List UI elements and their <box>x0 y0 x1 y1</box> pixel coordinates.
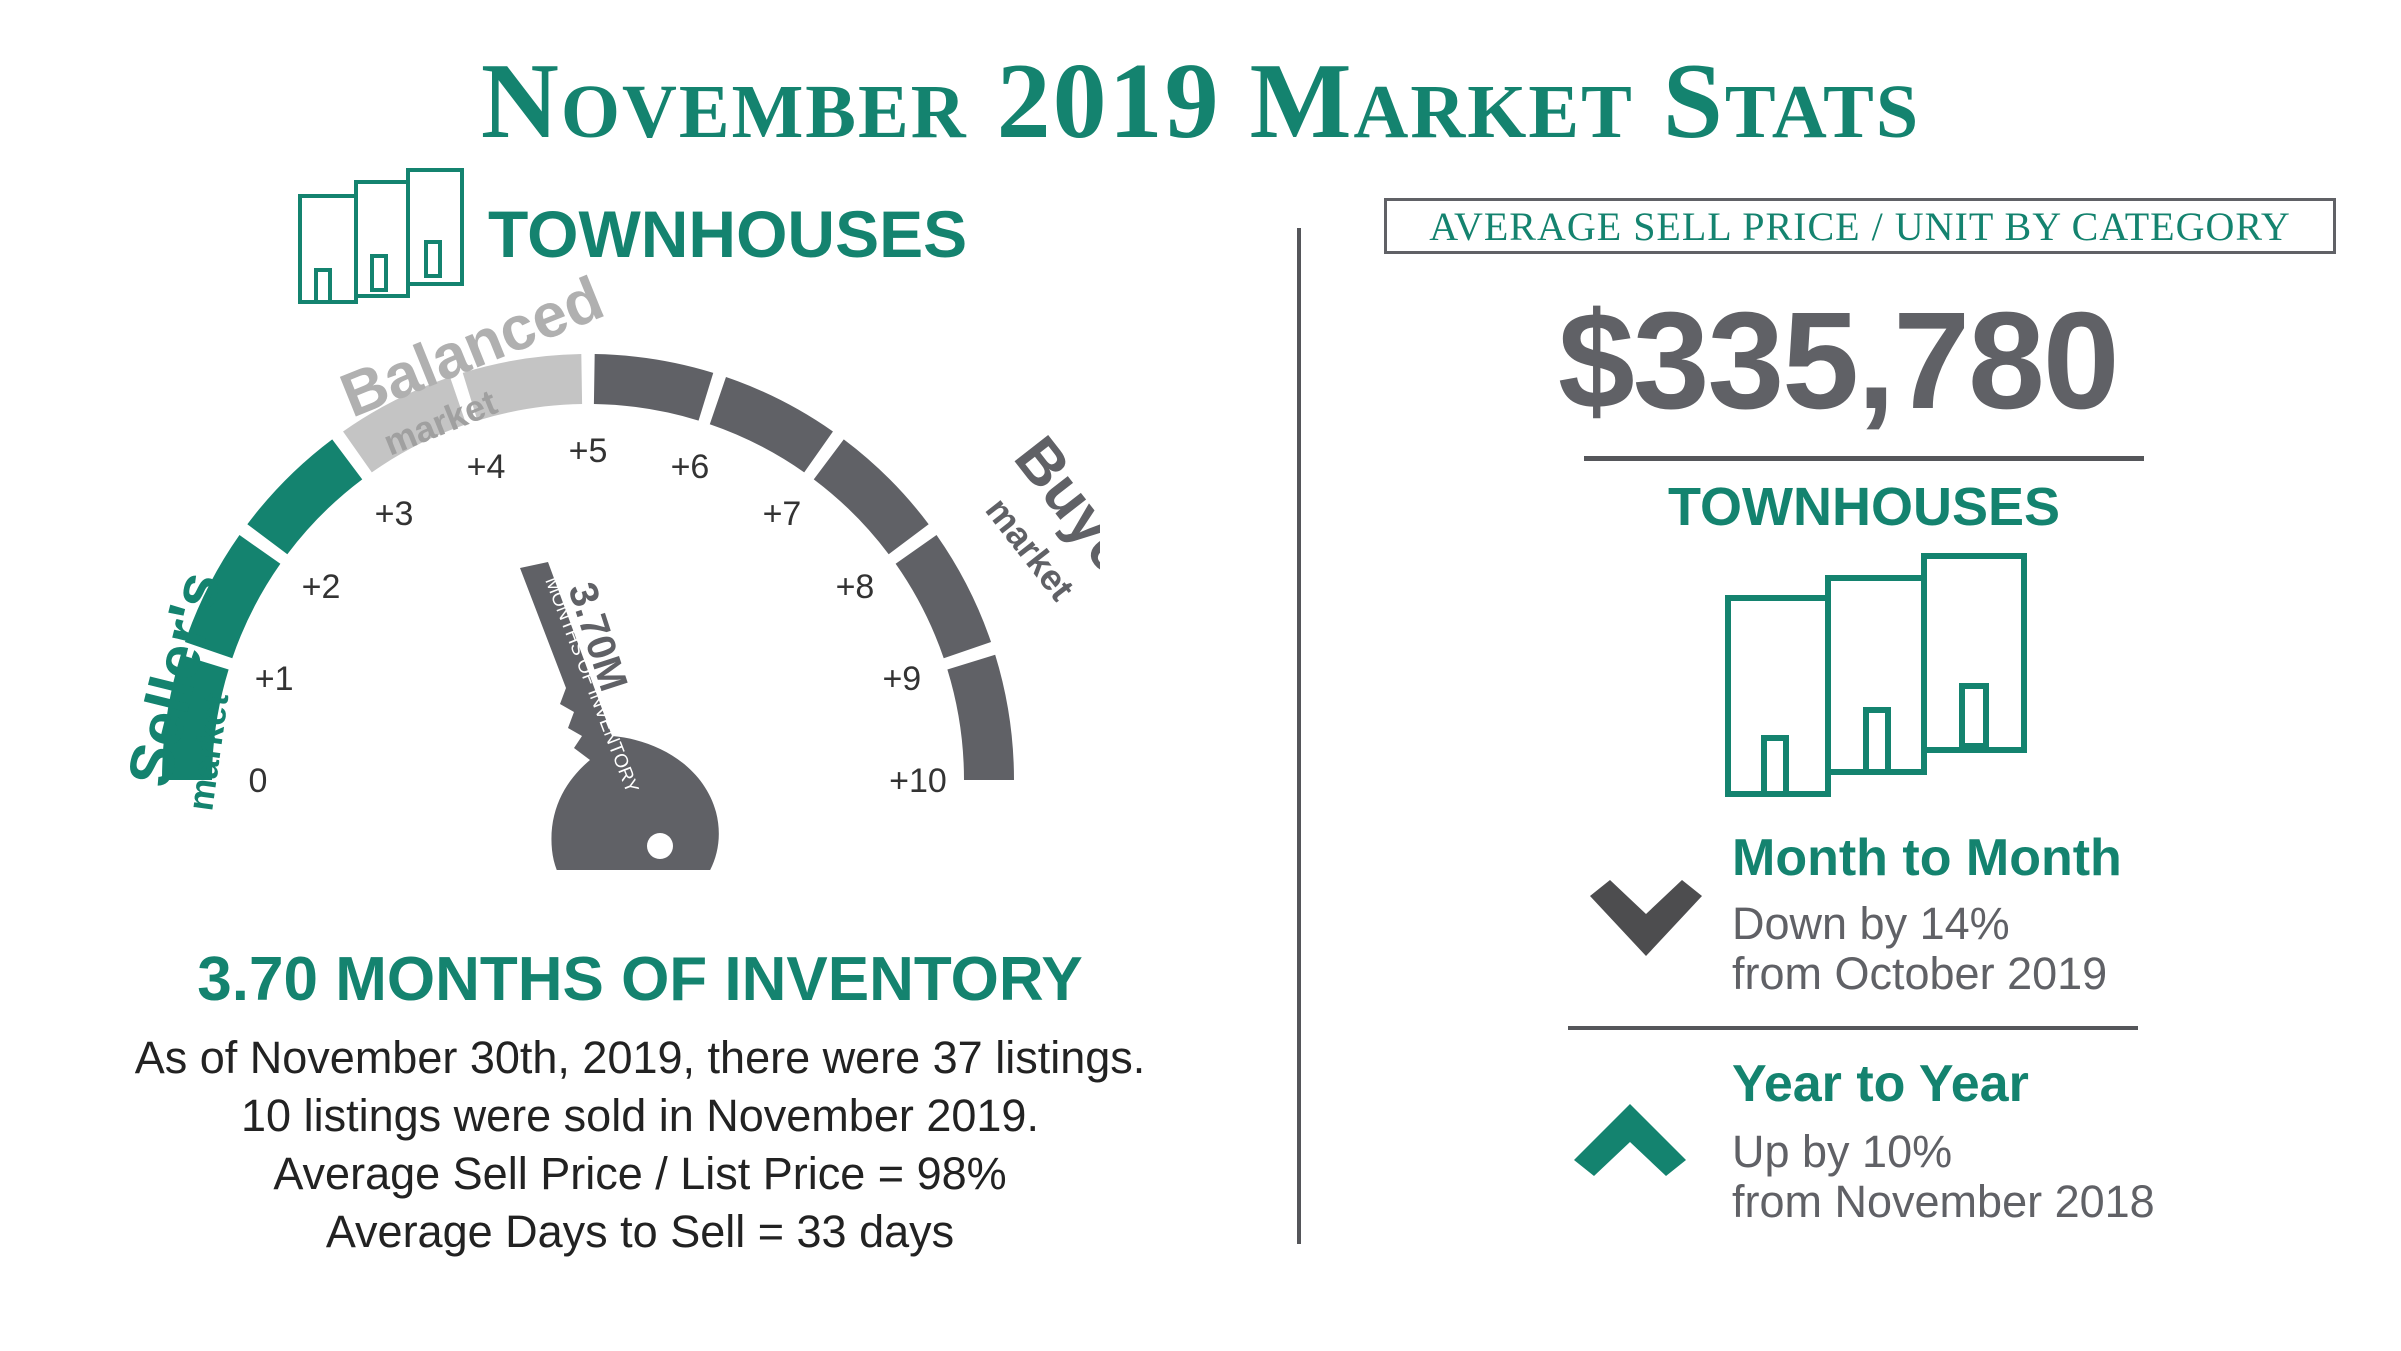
page-title: November 2019 Market Stats <box>480 42 1921 161</box>
gauge-tick-label: +3 <box>375 495 414 533</box>
gauge-segment <box>162 654 229 780</box>
column-divider <box>1297 228 1301 1244</box>
gauge-tick-label: 0 <box>249 762 268 800</box>
gauge-tick-label: +1 <box>255 660 294 698</box>
key-pointer-icon: 3.70M MONTHS OF INVENTORY <box>520 562 719 870</box>
gauge-segment <box>947 654 1014 780</box>
inventory-heading: 3.70 MONTHS OF INVENTORY <box>197 945 1083 1014</box>
year-to-year-change: Up by 10% <box>1732 1126 1953 1177</box>
inventory-line-sold: 10 listings were sold in November 2019. <box>241 1090 1039 1141</box>
gauge-tick-label: +2 <box>302 568 341 606</box>
year-to-year-period: from November 2018 <box>1732 1176 2155 1227</box>
inventory-line-days-to-sell: Average Days to Sell = 33 days <box>325 1206 955 1257</box>
inventory-line-sell-list-ratio: Average Sell Price / List Price = 98% <box>273 1148 1007 1199</box>
month-to-month-change: Down by 14% <box>1732 898 2010 949</box>
gauge-segment <box>813 439 929 555</box>
gauge-segment <box>343 376 467 473</box>
townhouse-icon <box>298 168 464 304</box>
chevron-down-icon <box>1590 880 1702 956</box>
gauge-tick-label: +5 <box>569 432 608 470</box>
gauge-segment <box>895 535 992 659</box>
month-to-month-title: Month to Month <box>1732 829 2122 887</box>
stats-divider <box>1568 1026 2138 1030</box>
left-category-label: TOWNHOUSES <box>488 197 968 271</box>
gauge-tick-label: +4 <box>467 448 506 486</box>
gauge-tick-label: +7 <box>763 495 802 533</box>
year-to-year-title: Year to Year <box>1732 1055 2029 1113</box>
gauge-tick-label: +10 <box>889 762 947 800</box>
gauge-segments <box>162 354 1014 780</box>
right-category-label: TOWNHOUSES <box>1667 477 2061 537</box>
gauge-tick-label: +6 <box>671 448 710 486</box>
gauge-segment <box>247 439 363 555</box>
right-heading: AVERAGE SELL PRICE / UNIT BY CATEGORY <box>1384 198 2336 254</box>
inventory-line-listings: As of November 30th, 2019, there were 37… <box>134 1032 1146 1083</box>
gauge-tick-label: +8 <box>836 568 875 606</box>
month-to-month-period: from October 2019 <box>1732 948 2108 999</box>
townhouse-icon-large <box>1725 553 2027 797</box>
gauge-segment <box>462 354 583 421</box>
gauge-segment <box>709 376 833 473</box>
average-price: $335,780 <box>1558 284 2120 438</box>
gauge-tick-labels: 0 +1 +2 +3 +4 +5 +6 +7 +8 +9 +10 <box>249 432 947 800</box>
price-divider <box>1584 456 2144 461</box>
gauge-tick-label: +9 <box>882 660 921 698</box>
gauge-segment <box>593 354 714 421</box>
inventory-gauge: 0+1+2+3+4 +5 +6+7+8+9+10 Seller's market B… <box>115 270 1100 870</box>
gauge-segment <box>184 535 281 659</box>
chevron-up-icon <box>1574 1104 1686 1176</box>
